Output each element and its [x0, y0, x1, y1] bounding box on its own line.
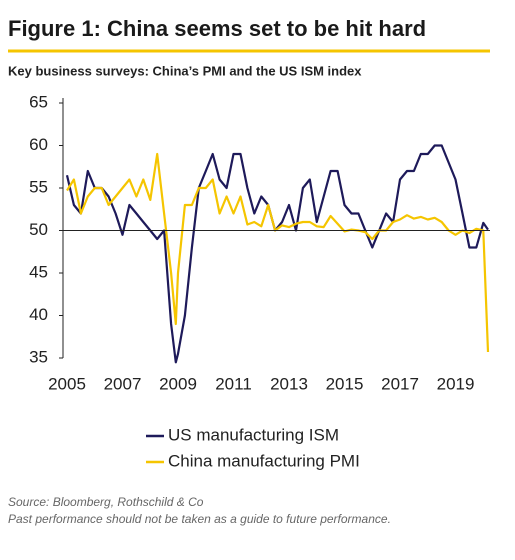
series-line [66, 152, 490, 353]
legend-label: US manufacturing ISM [168, 425, 339, 444]
series-line [65, 144, 489, 364]
x-tick-label: 2015 [326, 374, 364, 393]
chart-title: Figure 1: China seems set to be hit hard [8, 16, 426, 41]
legend-label: China manufacturing PMI [168, 451, 360, 470]
x-tick-label: 2005 [48, 374, 86, 393]
x-tick-label: 2009 [159, 374, 197, 393]
y-tick-label: 60 [29, 135, 48, 154]
subtitle: Key business surveys: China’s PMI and th… [8, 63, 362, 78]
note: Past performance should not be taken as … [8, 512, 391, 526]
x-tick-label: 2011 [215, 374, 252, 393]
x-tick-label: 2013 [270, 374, 308, 393]
y-tick-label: 65 [29, 92, 48, 111]
y-tick-label: 45 [29, 262, 48, 281]
x-tick-label: 2017 [381, 374, 419, 393]
x-tick-label: 2007 [104, 374, 142, 393]
source: Source: Bloomberg, Rothschild & Co [8, 495, 204, 509]
y-tick-label: 50 [29, 220, 48, 239]
y-tick-label: 55 [29, 177, 48, 196]
y-tick-label: 40 [29, 305, 48, 324]
y-tick-label: 35 [29, 347, 48, 366]
x-tick-label: 2019 [437, 374, 475, 393]
